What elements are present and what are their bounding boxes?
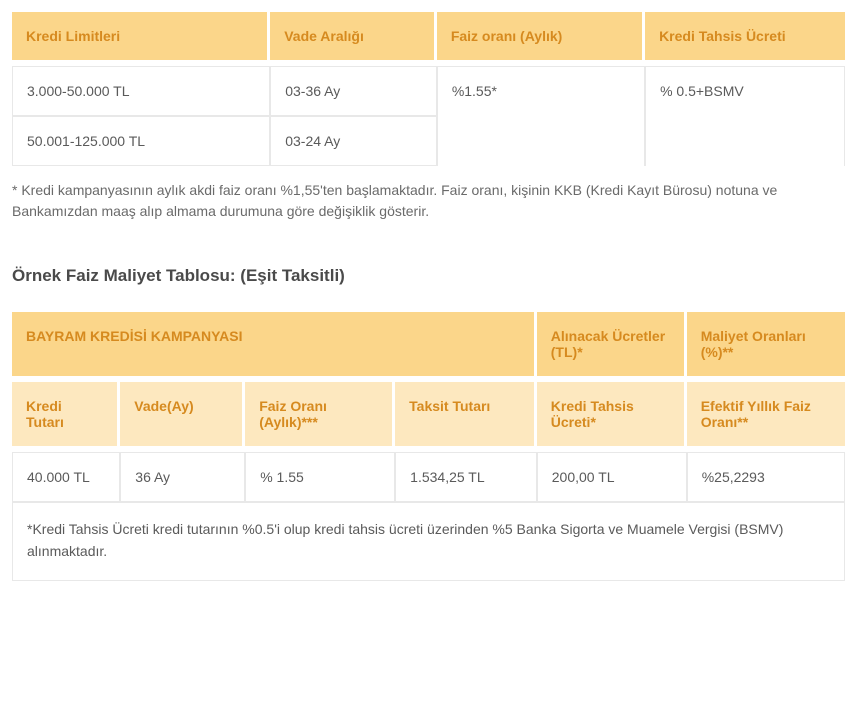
cell-tahsis: % 0.5+BSMV (645, 66, 845, 166)
table-sub-header-row: Kredi Tutarı Vade(Ay) Faiz Oranı (Aylık)… (12, 382, 845, 452)
table-note-row: *Kredi Tahsis Ücreti kredi tutarının %0.… (12, 502, 845, 581)
cell-vade: 36 Ay (120, 452, 245, 502)
cell-tahsis-ucreti: 200,00 TL (537, 452, 687, 502)
col-vade-araligi: Vade Aralığı (270, 12, 437, 66)
table1-footnote: * Kredi kampanyasının aylık akdi faiz or… (12, 180, 845, 222)
col-kredi-tahsis-ucreti: Kredi Tahsis Ücreti* (537, 382, 687, 452)
col-taksit-tutari: Taksit Tutarı (395, 382, 537, 452)
cell-efektif: %25,2293 (687, 452, 845, 502)
col-group-kampanya: BAYRAM KREDİSİ KAMPANYASI (12, 312, 537, 382)
cell-taksit: 1.534,25 TL (395, 452, 537, 502)
col-group-ucretler: Alınacak Ücretler (TL)* (537, 312, 687, 382)
table-row: 3.000-50.000 TL 03-36 Ay %1.55* % 0.5+BS… (12, 66, 845, 116)
col-kredi-limitleri: Kredi Limitleri (12, 12, 270, 66)
cell-kredi-tutari: 40.000 TL (12, 452, 120, 502)
col-faiz-orani: Faiz oranı (Aylık) (437, 12, 645, 66)
section-title: Örnek Faiz Maliyet Tablosu: (Eşit Taksit… (12, 266, 845, 286)
cell-limit: 3.000-50.000 TL (12, 66, 270, 116)
col-group-maliyet: Maliyet Oranları (%)** (687, 312, 845, 382)
col-faiz-orani: Faiz Oranı (Aylık)*** (245, 382, 395, 452)
table-top-header-row: BAYRAM KREDİSİ KAMPANYASI Alınacak Ücret… (12, 312, 845, 382)
table-header-row: Kredi Limitleri Vade Aralığı Faiz oranı … (12, 12, 845, 66)
col-kredi-tutari: Kredi Tutarı (12, 382, 120, 452)
col-kredi-tahsis: Kredi Tahsis Ücreti (645, 12, 845, 66)
cost-example-table: BAYRAM KREDİSİ KAMPANYASI Alınacak Ücret… (12, 312, 845, 581)
credit-limits-table: Kredi Limitleri Vade Aralığı Faiz oranı … (12, 12, 845, 166)
table2-note: *Kredi Tahsis Ücreti kredi tutarının %0.… (12, 502, 845, 581)
cell-limit: 50.001-125.000 TL (12, 116, 270, 166)
cell-vade: 03-24 Ay (270, 116, 437, 166)
col-vade: Vade(Ay) (120, 382, 245, 452)
col-efektif-faiz: Efektif Yıllık Faiz Oranı** (687, 382, 845, 452)
cell-faiz: % 1.55 (245, 452, 395, 502)
cell-faiz: %1.55* (437, 66, 645, 166)
table-row: 40.000 TL 36 Ay % 1.55 1.534,25 TL 200,0… (12, 452, 845, 502)
cell-vade: 03-36 Ay (270, 66, 437, 116)
